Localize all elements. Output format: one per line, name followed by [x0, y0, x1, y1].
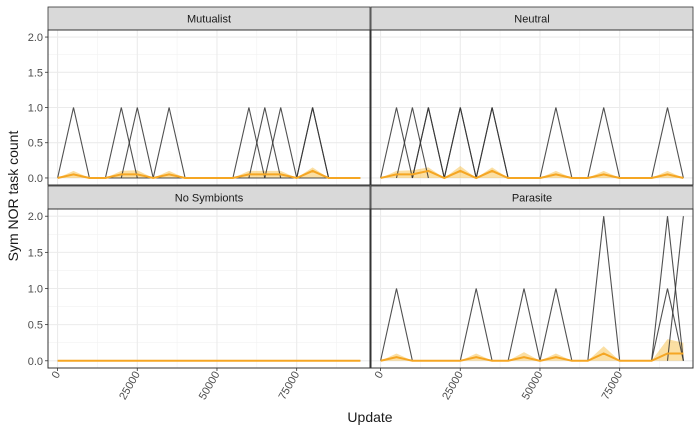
x-tick-label: 0 — [50, 370, 63, 381]
panel: Mutualist 0.0 0.5 1.0 1.5 2.0 — [28, 6, 371, 186]
x-tick-label: 25000 — [440, 370, 466, 402]
x-tick-label: 75000 — [277, 370, 303, 402]
replicate-line — [443, 107, 477, 179]
replicate-line — [651, 288, 684, 361]
replicate-line — [380, 107, 413, 179]
facet-strip-label: Mutualist — [187, 14, 231, 26]
replicate-line — [651, 107, 684, 179]
y-tick-label: 2.0 — [28, 211, 43, 223]
replicate-line — [651, 216, 684, 361]
mean-line — [57, 169, 361, 180]
replicate-line — [296, 107, 330, 179]
y-tick-label: 1.0 — [28, 103, 43, 115]
y-tick-label: 1.5 — [28, 247, 43, 259]
replicate-line — [587, 107, 621, 179]
replicate-line — [507, 288, 541, 361]
panel-border — [370, 29, 694, 186]
replicate-line — [475, 107, 509, 179]
x-axis-title: Update — [347, 409, 392, 425]
replicate-line — [380, 288, 413, 361]
replicate-line — [152, 107, 186, 179]
panel: Neutral — [370, 6, 694, 186]
x-tick-label: 50000 — [197, 370, 223, 402]
x-tick-label: 50000 — [520, 370, 546, 402]
replicate-line — [666, 216, 684, 361]
replicate-line — [395, 107, 429, 179]
panel-border — [370, 208, 694, 369]
y-tick-label: 0.5 — [28, 320, 43, 332]
y-tick-label: 1.0 — [28, 284, 43, 296]
replicate-line — [104, 107, 138, 179]
replicate-line — [411, 107, 445, 179]
panel: No Symbionts 0.0 0.5 1.0 1.5 2.0 0 25000 50000 75… — [28, 185, 371, 402]
panel: Parasite 0 25000 50000 75000 — [370, 185, 694, 402]
replicate-line — [587, 216, 621, 361]
replicate-line — [264, 107, 298, 179]
x-tick-label: 75000 — [600, 370, 626, 402]
replicate-line — [539, 288, 573, 361]
y-tick-label: 0.5 — [28, 138, 43, 150]
panels-layer: Mutualist 0.0 0.5 1.0 1.5 2.0 Neutral No Symbio… — [28, 6, 694, 402]
x-tick-label: 25000 — [117, 370, 143, 402]
x-tick-label: 0 — [373, 370, 386, 381]
y-tick-label: 2.0 — [28, 32, 43, 44]
facet-strip-label: Parasite — [512, 193, 552, 205]
mean-line — [380, 352, 684, 362]
mean-line — [380, 169, 684, 180]
facet-strip-label: Neutral — [514, 14, 549, 26]
replicate-line — [459, 288, 493, 361]
replicate-line — [120, 107, 154, 179]
replicate-line — [248, 107, 282, 179]
replicate-line — [232, 107, 266, 179]
replicate-line — [539, 107, 573, 179]
y-axis-title: Sym NOR task count — [5, 131, 21, 262]
y-tick-label: 0.0 — [28, 356, 43, 368]
facet-strip-label: No Symbionts — [175, 193, 244, 205]
y-tick-label: 0.0 — [28, 173, 43, 185]
y-tick-label: 1.5 — [28, 67, 43, 79]
